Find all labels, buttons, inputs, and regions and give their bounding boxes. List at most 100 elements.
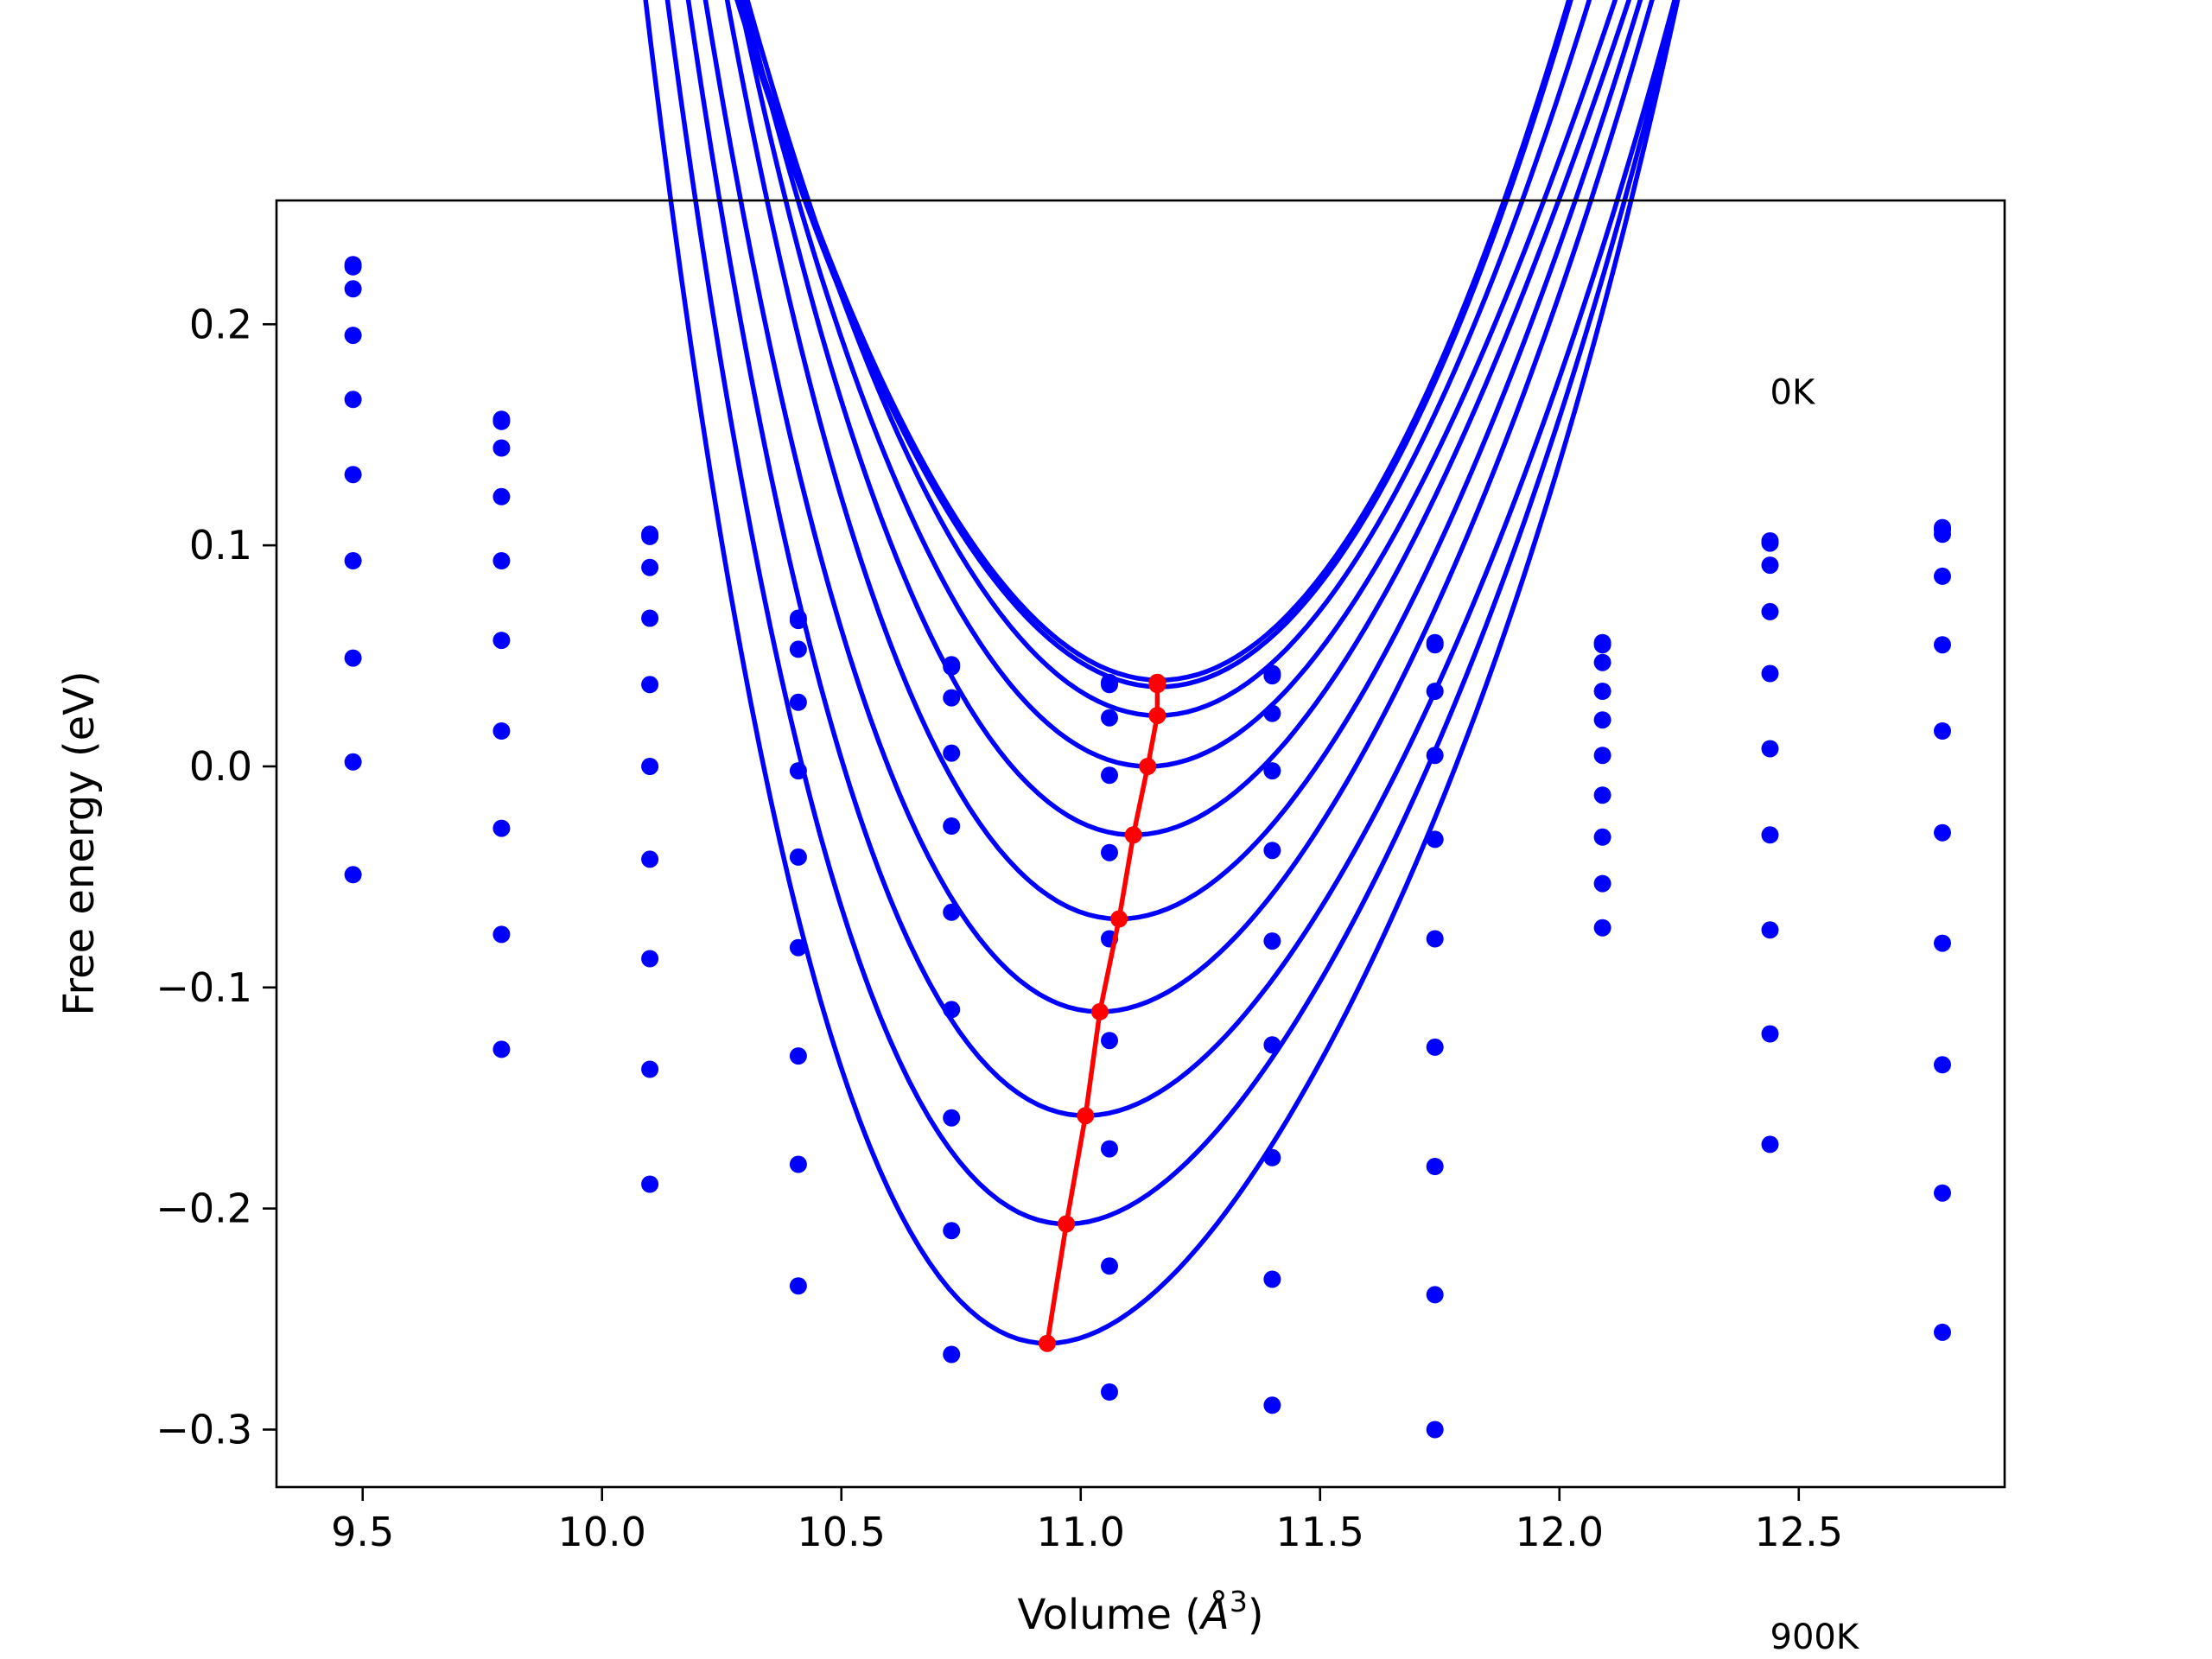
data-point xyxy=(1934,934,1951,952)
y-tick-label: 0.1 xyxy=(189,522,252,569)
data-point xyxy=(1426,683,1444,700)
x-tick-label: 10.0 xyxy=(558,1509,646,1555)
data-point xyxy=(1426,830,1444,849)
data-point xyxy=(1426,636,1444,654)
data-point xyxy=(1761,826,1779,844)
minimum-point xyxy=(1090,1002,1109,1020)
fit-curve xyxy=(643,0,1681,1346)
data-point xyxy=(1593,747,1611,765)
data-point xyxy=(1934,567,1951,585)
data-point xyxy=(344,753,362,771)
data-point xyxy=(1101,1032,1118,1050)
data-point xyxy=(1934,823,1951,842)
data-point xyxy=(1761,1025,1779,1043)
data-point xyxy=(1934,636,1951,654)
minimum-point xyxy=(1058,1215,1076,1233)
data-point xyxy=(1101,843,1118,861)
x-tick-label: 12.0 xyxy=(1516,1509,1604,1555)
data-point xyxy=(1101,676,1118,694)
data-point xyxy=(789,693,807,711)
data-point xyxy=(1934,525,1951,543)
data-point xyxy=(493,412,511,430)
minimum-point xyxy=(1077,1107,1095,1125)
data-point xyxy=(344,649,362,667)
data-point xyxy=(1263,667,1281,685)
y-axis-label: Free energy (eV) xyxy=(55,671,104,1015)
data-point xyxy=(344,552,362,569)
temperature-label: 900K xyxy=(1770,1618,1860,1657)
data-point xyxy=(1263,762,1281,780)
data-point xyxy=(1426,1421,1444,1439)
data-point xyxy=(1593,828,1611,846)
data-point xyxy=(1426,1038,1444,1056)
data-point xyxy=(943,658,961,676)
minimum-point xyxy=(1110,910,1128,928)
data-point xyxy=(1761,602,1779,620)
fit-curve xyxy=(664,0,1679,1227)
data-point xyxy=(1263,1036,1281,1054)
y-tick-label: 0.2 xyxy=(189,301,252,347)
fit-curve xyxy=(736,0,1572,683)
data-point xyxy=(1934,1184,1951,1202)
minima-line xyxy=(1045,682,1160,1344)
fit-curve xyxy=(737,0,1632,837)
data-point xyxy=(1426,1286,1444,1304)
minimum-point xyxy=(1139,758,1157,775)
axes-frame xyxy=(275,199,2006,1489)
data-point xyxy=(1593,918,1611,937)
fit-curve xyxy=(724,0,1643,922)
data-point xyxy=(493,552,511,569)
data-point xyxy=(1934,1323,1951,1341)
y-tick-label: −0.1 xyxy=(156,964,252,1011)
data-point xyxy=(789,848,807,866)
data-point xyxy=(493,1040,511,1058)
data-point xyxy=(1761,534,1779,552)
data-point xyxy=(493,819,511,837)
data-point xyxy=(1426,747,1444,765)
data-point xyxy=(493,439,511,457)
data-point xyxy=(789,1155,807,1173)
data-point xyxy=(1593,874,1611,893)
x-tick-label: 11.0 xyxy=(1037,1509,1125,1555)
data-point xyxy=(1593,636,1611,654)
fit-curve xyxy=(685,0,1677,1118)
data-point xyxy=(493,722,511,740)
y-tick-label: −0.2 xyxy=(156,1185,252,1232)
data-point xyxy=(493,487,511,505)
x-tick-label: 9.5 xyxy=(331,1509,394,1555)
data-point xyxy=(344,257,362,276)
data-point xyxy=(1263,1396,1281,1414)
data-point xyxy=(789,762,807,780)
data-point xyxy=(1761,556,1779,575)
y-axis: 0.2 0.1 0.0 −0.1 −0.2 −0.3 xyxy=(156,301,276,1452)
data-point xyxy=(344,391,362,409)
data-point xyxy=(1761,740,1779,758)
y-tick-label: −0.3 xyxy=(156,1406,252,1452)
data-point xyxy=(493,632,511,650)
data-point xyxy=(1761,1135,1779,1154)
plot-area xyxy=(344,0,1951,1439)
data-point xyxy=(641,950,659,968)
data-point xyxy=(1593,683,1611,700)
data-point xyxy=(1263,1270,1281,1288)
data-point xyxy=(943,1109,961,1127)
data-point xyxy=(493,925,511,944)
data-point xyxy=(641,1175,659,1193)
y-tick-label: 0.0 xyxy=(189,743,252,790)
fit-curve xyxy=(745,0,1592,718)
data-point xyxy=(1101,766,1118,785)
x-tick-label: 10.5 xyxy=(798,1509,886,1555)
data-point xyxy=(1593,653,1611,671)
data-point xyxy=(1263,704,1281,722)
data-point xyxy=(789,1047,807,1065)
minimum-point xyxy=(1148,707,1166,725)
minimum-point xyxy=(1124,826,1142,844)
data-point xyxy=(1101,709,1118,727)
data-point xyxy=(943,689,961,707)
data-point xyxy=(641,609,659,627)
data-point xyxy=(943,744,961,762)
data-point xyxy=(1593,786,1611,804)
data-point xyxy=(1761,664,1779,683)
minimum-point xyxy=(1039,1334,1056,1352)
